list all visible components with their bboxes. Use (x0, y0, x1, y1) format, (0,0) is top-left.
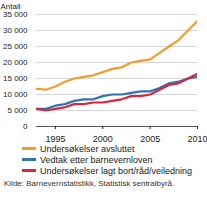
svg-text:25 000: 25 000 (3, 42, 28, 51)
svg-text:Antall: Antall (1, 2, 21, 11)
html-text:Undersøkelser avsluttet: Undersøkelser avsluttet (40, 143, 135, 154)
svg-text:35 000: 35 000 (3, 10, 28, 19)
svg-text:2000: 2000 (93, 134, 113, 142)
svg-text:10 000: 10 000 (3, 90, 28, 99)
svg-text:20 000: 20 000 (3, 58, 28, 67)
svg-text:5 000: 5 000 (7, 106, 28, 115)
svg-text:30 000: 30 000 (3, 26, 28, 35)
svg-text:15 000: 15 000 (3, 74, 28, 83)
svg-text:0: 0 (23, 122, 28, 131)
html-text:Undersøkelser lagt bort/råd/ve: Undersøkelser lagt bort/råd/veiledning (40, 165, 193, 176)
html-text:Vedtak etter barnevernloven: Vedtak etter barnevernloven (40, 154, 153, 165)
html-text:Kilde: Barnevernstatistikk, St: Kilde: Barnevernstatistikk, Statistisk s… (4, 179, 175, 188)
svg-text:1995: 1995 (45, 134, 65, 142)
svg-text:2010: 2010 (187, 134, 207, 142)
svg-text:2005: 2005 (140, 134, 160, 142)
